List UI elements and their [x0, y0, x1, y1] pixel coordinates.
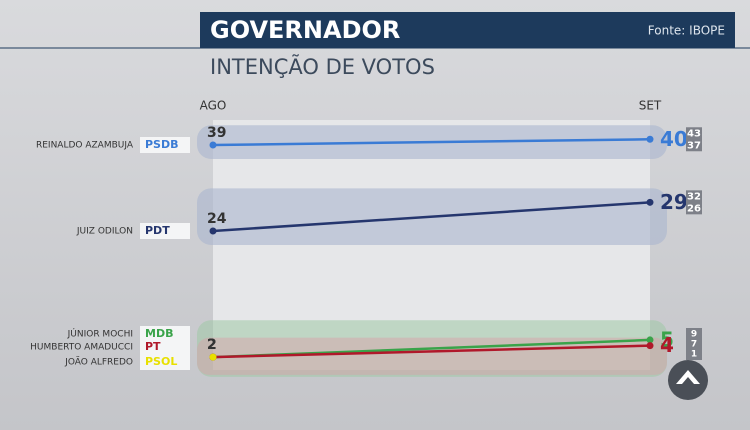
range-label: 37 — [687, 140, 701, 151]
value-label: 29 — [660, 190, 688, 214]
party-label: PDT — [145, 224, 170, 237]
candidate-name: JOÃO ALFREDO — [64, 357, 133, 368]
x-tick-label: AGO — [200, 99, 227, 113]
logo — [668, 360, 708, 400]
series-line — [212, 344, 651, 359]
point — [646, 342, 654, 350]
party-label: PSDB — [145, 138, 179, 151]
party-box — [140, 339, 190, 355]
candidate-name: HUMBERTO AMADUCCI — [30, 343, 133, 353]
value-label: 2 — [207, 337, 217, 353]
party-box — [140, 137, 190, 153]
range-box — [686, 127, 702, 152]
party-box — [140, 223, 190, 239]
value-label: 39 — [207, 125, 226, 141]
range-box — [686, 328, 702, 360]
point — [646, 336, 654, 344]
point — [209, 227, 217, 235]
candidate-name: JUIZ ODILON — [76, 227, 133, 237]
range-label: 26 — [687, 203, 701, 214]
point — [209, 353, 217, 361]
value-label: 40 — [660, 127, 688, 151]
range-label: 1 — [691, 350, 697, 360]
series-line — [212, 201, 651, 233]
range-label: 43 — [687, 128, 701, 139]
header-band — [200, 12, 735, 48]
series-line — [212, 138, 651, 147]
range-label: 32 — [687, 191, 701, 202]
chart-title: GOVERNADOR — [210, 16, 400, 44]
value-label: 2 — [207, 337, 217, 353]
series-band — [197, 337, 667, 375]
point — [646, 198, 654, 206]
party-box — [140, 326, 190, 342]
value-label: 4 — [660, 333, 674, 357]
value-label: 5 — [660, 327, 674, 351]
value-label: 24 — [207, 211, 227, 227]
x-tick-label: SET — [639, 99, 662, 113]
candidate-name: REINALDO AZAMBUJA — [36, 141, 134, 151]
candidate-name: JÚNIOR MOCHI — [67, 328, 133, 340]
range-label: 7 — [691, 340, 697, 350]
range-box — [686, 190, 702, 215]
point — [209, 141, 217, 149]
party-label: PSOL — [145, 355, 177, 368]
chart-subtitle: INTENÇÃO DE VOTOS — [210, 53, 435, 79]
value-label: 2 — [207, 337, 217, 353]
range-label: 9 — [691, 330, 697, 340]
party-label: PT — [145, 340, 161, 353]
party-box — [140, 354, 190, 370]
party-label: MDB — [145, 327, 173, 340]
point — [646, 135, 654, 143]
source: Fonte: IBOPE — [648, 24, 725, 38]
